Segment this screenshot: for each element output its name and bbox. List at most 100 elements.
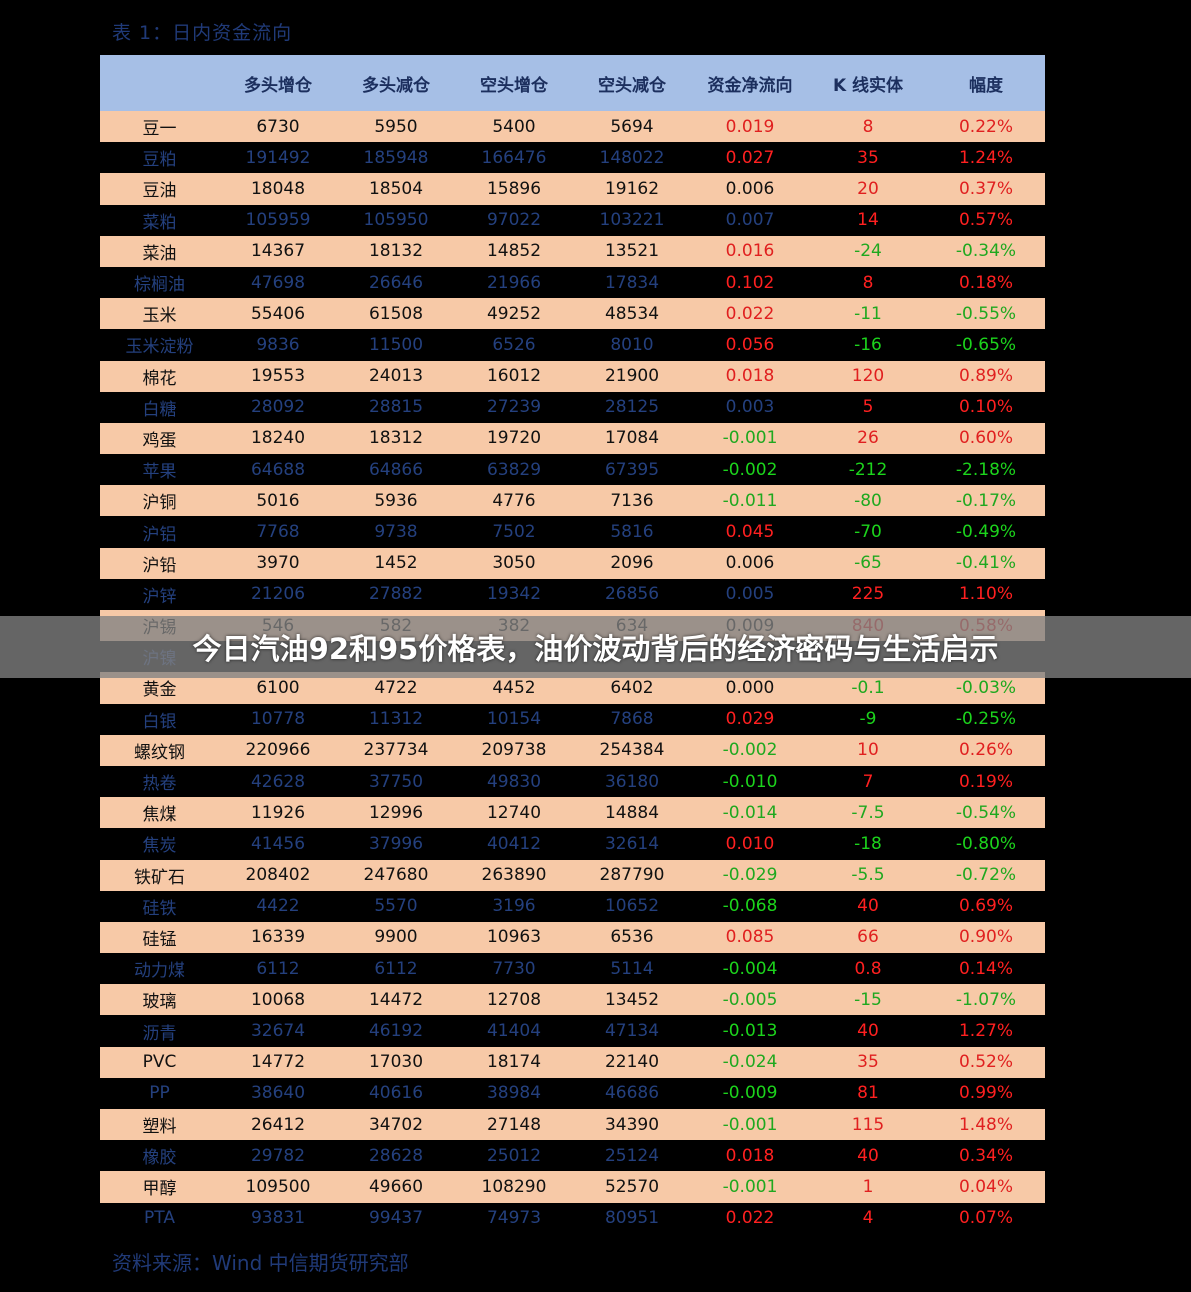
commodity-name: 菜粕 [142,212,177,233]
table-row: 豆油 18048 18504 15896 19162 0.006 20 0.37% [100,173,1045,205]
table-cell: 0.37% [958,178,1013,199]
table-cell: 5570 [374,896,418,917]
commodity-name: 热卷 [142,774,177,795]
commodity-name: 沪铜 [142,493,177,514]
table-cell: 0.102 [725,272,775,293]
table-cell: 49830 [486,771,542,792]
table-cell: 5950 [374,116,418,137]
table-cell: 18240 [250,428,306,449]
table-cell: 0.18% [958,272,1013,293]
table-cell: 6112 [374,958,418,979]
table-cell: -24 [854,241,882,262]
table-cell: -212 [848,459,888,480]
table-row: 苹果 64688 64866 63829 67395 -0.002 -212 -2.18% [100,454,1045,486]
table-cell: 247680 [363,865,429,886]
table-cell: 3196 [492,896,536,917]
table-cell: -80 [854,490,882,511]
table-cell: 115 [851,1114,885,1135]
table-cell: -0.34% [955,241,1017,262]
table-cell: 10963 [486,927,542,948]
table-row: 沪锌 21206 27882 19342 26856 0.005 225 1.10% [100,578,1045,610]
table-cell: 6100 [256,677,300,698]
table-cell: 52570 [604,1176,660,1197]
table-cell: 49252 [486,303,542,324]
table-cell: -0.65% [955,334,1017,355]
table-cell: 105959 [245,210,311,231]
table-cell: 4452 [492,677,536,698]
table-cell: 40616 [368,1083,424,1104]
table-cell: 35 [857,147,879,168]
table-cell: -0.54% [955,802,1017,823]
table-cell: 9900 [374,927,418,948]
header-cell: 幅度 [969,75,1003,96]
banner-text: 今日汽油92和95价格表，油价波动背后的经济密码与生活启示 [192,632,999,666]
table-cell: 14 [857,210,879,231]
table-cell: -0.004 [722,958,778,979]
table-cell: 2096 [610,553,654,574]
table-cell: 0.19% [958,771,1013,792]
commodity-name: 甲醇 [142,1179,177,1200]
commodity-name: 沪铅 [142,555,177,576]
commodity-name: 橡胶 [142,1148,177,1169]
table-row: PVC 14772 17030 18174 22140 -0.024 35 0.52% [100,1046,1045,1078]
table-cell: 6730 [256,116,300,137]
table-cell: 225 [851,584,885,605]
table-cell: 0.019 [725,116,775,137]
table-cell: 37750 [368,771,424,792]
table-cell: 13452 [604,989,660,1010]
table-cell: 18174 [486,1052,542,1073]
commodity-name: 沪锌 [142,586,177,607]
table-cell: 0.90% [958,927,1013,948]
table-cell: 8 [862,116,874,137]
table-cell: -18 [854,833,882,854]
table-cell: 103221 [599,210,665,231]
table-cell: 36180 [604,771,660,792]
table-cell: 7868 [610,709,654,730]
table-cell: 0.99% [958,1083,1013,1104]
table-cell: 26 [857,428,879,449]
table-cell: -65 [854,553,882,574]
table-cell: 99437 [368,1208,424,1229]
table-cell: 0.010 [725,833,775,854]
commodity-name: 鸡蛋 [142,430,177,451]
commodity-name: 螺纹钢 [134,742,185,763]
table-cell: 166476 [481,147,547,168]
table-cell: 6112 [256,958,300,979]
table-cell: -2.18% [955,459,1017,480]
table-cell: 0.57% [958,210,1013,231]
table-cell: -0.029 [722,865,778,886]
table-row: 螺纹钢 220966 237734 209738 254384 -0.002 10 0.26% [100,734,1045,766]
table-cell: 11926 [250,802,306,823]
table-cell: 47134 [604,1021,660,1042]
commodity-name: 苹果 [142,462,177,483]
table-cell: 11500 [368,334,424,355]
table-cell: 41456 [250,833,306,854]
table-cell: 4776 [492,490,536,511]
table-cell: 0.22% [958,116,1013,137]
table-cell: 0.018 [725,366,775,387]
table-cell: 97022 [486,210,542,231]
table-cell: 4422 [256,896,300,917]
table-cell: 11312 [368,709,424,730]
table-cell: 7136 [610,490,654,511]
table-cell: 0.52% [958,1052,1013,1073]
table-cell: 13521 [604,241,660,262]
table-cell: -0.002 [722,459,778,480]
table-cell: -0.011 [722,490,778,511]
table-cell: 0.006 [725,553,775,574]
table-cell: 26856 [604,584,660,605]
table-cell: 0.027 [725,147,775,168]
table-cell: 19720 [486,428,542,449]
table-cell: 8 [862,272,874,293]
table-cell: 1.48% [958,1114,1013,1135]
header-cell: 多头增仓 [244,75,312,96]
commodity-name: PP [149,1083,170,1104]
table-cell: 17834 [604,272,660,293]
table-cell: -0.068 [722,896,778,917]
table-cell: 7768 [256,522,300,543]
table-cell: 29782 [250,1145,306,1166]
table-cell: 5016 [256,490,300,511]
table-cell: 16339 [250,927,306,948]
table-cell: 93831 [250,1208,306,1229]
table-row: 沥青 32674 46192 41404 47134 -0.013 40 1.27% [100,1015,1045,1047]
